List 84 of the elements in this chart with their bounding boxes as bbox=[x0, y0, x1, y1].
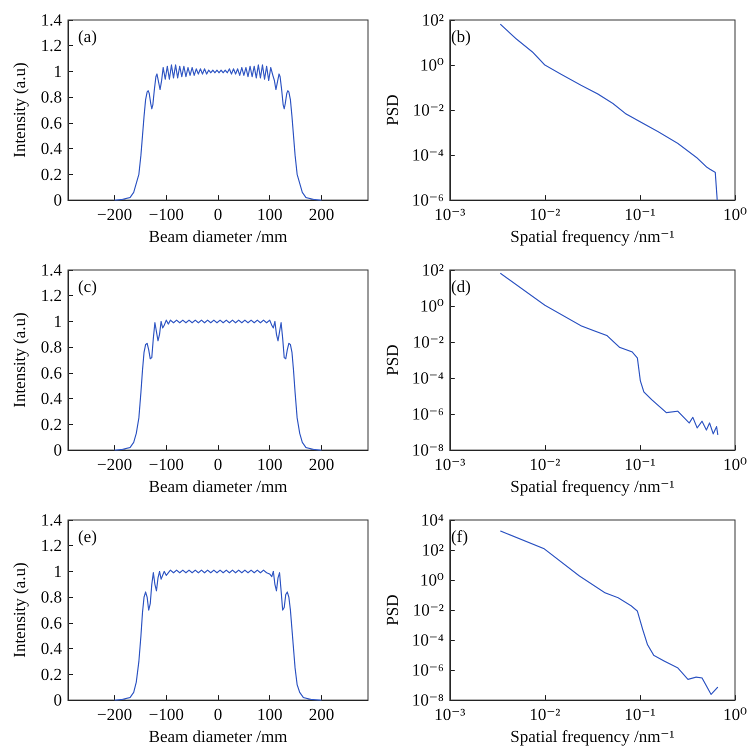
x-tick-label: 10⁻¹ bbox=[624, 455, 656, 474]
y-tick-label: 1.2 bbox=[40, 286, 62, 306]
y-tick-label: 10⁴ bbox=[420, 510, 444, 530]
y-axis-title: Intensity (a.u) bbox=[10, 312, 29, 408]
y-tick-label: 10⁻² bbox=[412, 600, 444, 620]
y-tick-label: 0.4 bbox=[40, 639, 62, 658]
y-tick-label: 10⁻⁴ bbox=[412, 368, 444, 388]
y-tick-label: 0.2 bbox=[40, 164, 62, 184]
x-tick-label: 10⁻² bbox=[529, 205, 560, 224]
x-tick-label: 0 bbox=[214, 705, 222, 724]
y-tick-label: 10⁰ bbox=[420, 570, 444, 590]
x-tick-label: −100 bbox=[148, 205, 184, 224]
y-tick-label: 1.4 bbox=[40, 260, 62, 280]
y-tick-label: 0 bbox=[54, 190, 62, 210]
annotation: (f) bbox=[451, 527, 468, 546]
annotation: (c) bbox=[78, 277, 97, 296]
y-tick-label: 1.2 bbox=[40, 536, 62, 556]
line-series bbox=[114, 64, 322, 201]
y-tick-label: 10⁰ bbox=[420, 296, 444, 316]
y-tick-label: 0.8 bbox=[40, 588, 62, 607]
y-tick-label: 1.2 bbox=[40, 36, 62, 56]
x-tick-label: 200 bbox=[308, 455, 334, 474]
y-tick-label: 1.4 bbox=[40, 510, 62, 530]
y-tick-label: 0.8 bbox=[40, 338, 62, 357]
y-tick-label: 10⁻⁶ bbox=[412, 660, 444, 680]
y-tick-label: 10⁻² bbox=[412, 332, 444, 352]
x-tick-label: 0 bbox=[214, 205, 222, 224]
x-tick-label: 10⁰ bbox=[723, 205, 748, 224]
y-tick-label: 0.2 bbox=[40, 414, 62, 434]
x-tick-label: 0 bbox=[214, 455, 222, 474]
y-tick-label: 0.6 bbox=[40, 613, 62, 632]
y-tick-label: 10⁻⁶ bbox=[412, 404, 444, 424]
y-tick-label: 1 bbox=[54, 562, 62, 581]
y-axis-title: PSD bbox=[383, 594, 402, 626]
x-axis-title: Spatial frequency /nm⁻¹ bbox=[510, 477, 674, 496]
y-tick-label: 0.6 bbox=[40, 363, 62, 382]
y-tick-label: 1 bbox=[54, 62, 62, 81]
y-tick-label: 0.6 bbox=[40, 113, 62, 132]
x-tick-label: 10⁻² bbox=[529, 455, 560, 474]
y-tick-label: 0 bbox=[54, 440, 62, 460]
y-axis-title: Intensity (a.u) bbox=[10, 562, 29, 658]
annotation: (b) bbox=[451, 27, 471, 46]
x-tick-label: 10⁻¹ bbox=[624, 705, 656, 724]
x-axis-title: Spatial frequency /nm⁻¹ bbox=[510, 727, 674, 746]
x-tick-label: 10⁻² bbox=[529, 705, 560, 724]
x-tick-label: 10⁰ bbox=[723, 705, 748, 724]
x-tick-label: 10⁻¹ bbox=[624, 205, 656, 224]
x-tick-label: −200 bbox=[97, 455, 132, 474]
annotation: (d) bbox=[451, 277, 471, 296]
line-series bbox=[114, 570, 322, 701]
x-axis-title: Beam diameter /mm bbox=[148, 727, 288, 746]
x-axis-title: Spatial frequency /nm⁻¹ bbox=[510, 227, 674, 246]
y-axis-title: PSD bbox=[383, 344, 402, 376]
x-axis-title: Beam diameter /mm bbox=[148, 227, 288, 246]
x-tick-label: 200 bbox=[308, 205, 334, 224]
y-tick-label: 10² bbox=[422, 10, 444, 30]
x-tick-label: −200 bbox=[97, 205, 132, 224]
y-tick-label: 1.4 bbox=[40, 10, 62, 30]
y-tick-label: 10⁻⁴ bbox=[412, 630, 444, 650]
x-tick-label: 100 bbox=[256, 455, 282, 474]
y-tick-label: 10² bbox=[422, 260, 444, 280]
y-tick-label: 10² bbox=[422, 540, 444, 560]
y-axis-title: Intensity (a.u) bbox=[10, 62, 29, 158]
y-tick-label: 10⁻⁴ bbox=[412, 146, 444, 165]
y-tick-label: 0.4 bbox=[40, 139, 62, 158]
y-tick-label: 0.8 bbox=[40, 88, 62, 107]
x-tick-label: 100 bbox=[256, 705, 282, 724]
x-tick-label: −100 bbox=[148, 455, 184, 474]
y-axis-title: PSD bbox=[383, 94, 402, 126]
x-tick-label: 100 bbox=[256, 205, 282, 224]
x-tick-label: 200 bbox=[308, 705, 334, 724]
annotation: (e) bbox=[78, 527, 97, 546]
y-tick-label: 0.4 bbox=[40, 389, 62, 408]
y-tick-label: 10⁰ bbox=[420, 56, 444, 75]
y-tick-label: 0.2 bbox=[40, 664, 62, 684]
x-tick-label: −200 bbox=[97, 705, 132, 724]
y-tick-label: 1 bbox=[54, 312, 62, 331]
y-tick-label: 10⁻² bbox=[412, 100, 444, 120]
x-axis-title: Beam diameter /mm bbox=[148, 477, 288, 496]
x-tick-label: 10⁰ bbox=[723, 455, 748, 474]
annotation: (a) bbox=[78, 27, 97, 46]
line-series bbox=[114, 320, 322, 451]
y-tick-label: 0 bbox=[54, 690, 62, 710]
x-tick-label: −100 bbox=[148, 705, 184, 724]
